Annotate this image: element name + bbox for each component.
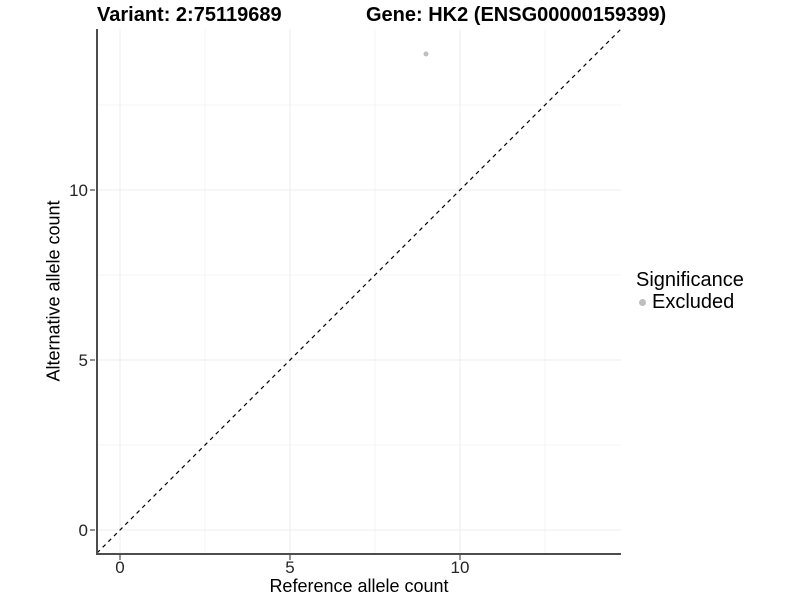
y-axis-title: Alternative allele count: [43, 200, 64, 382]
legend-item-excluded: Excluded: [636, 291, 744, 313]
legend-point-icon: [639, 298, 646, 306]
y-tick-label: 0: [79, 521, 88, 540]
y-tick-label: 10: [69, 181, 88, 200]
x-tick-label: 0: [115, 558, 124, 577]
legend-title: Significance: [636, 269, 744, 291]
data-point: [423, 51, 429, 57]
plot-title-gene: Gene: HK2 (ENSG00000159399): [366, 4, 667, 26]
x-tick-label: 10: [451, 558, 470, 577]
legend: Significance Excluded: [636, 269, 744, 313]
legend-item-label: Excluded: [652, 291, 735, 313]
y-tick-label: 5: [79, 351, 88, 370]
plot-title-variant: Variant: 2:75119689: [97, 4, 282, 26]
x-tick-label: 5: [285, 558, 294, 577]
identity-line: [96, 28, 622, 554]
x-axis-title: Reference allele count: [269, 576, 449, 596]
